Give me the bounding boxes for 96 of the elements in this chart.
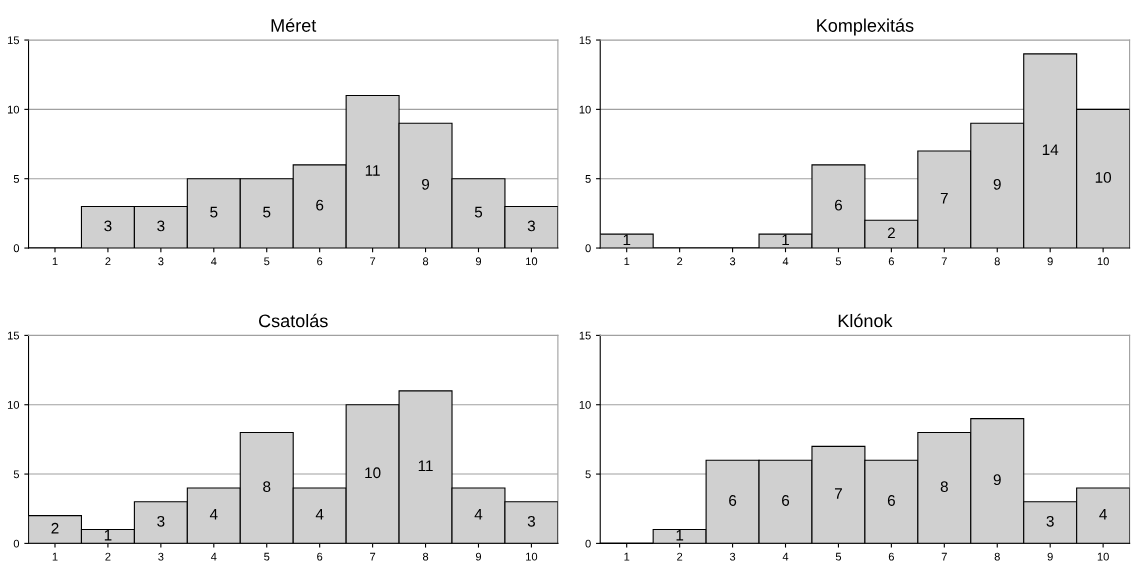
data-label: 3 (527, 515, 535, 527)
x-tick-label: 5 (264, 257, 270, 266)
x-tick-label: 7 (941, 552, 947, 561)
data-label: 8 (263, 481, 271, 493)
x-tick-label: 8 (994, 257, 1000, 266)
y-tick-label: 15 (579, 331, 591, 340)
x-tick-label: 3 (729, 552, 736, 561)
chart-title: Komplexitás (817, 18, 914, 36)
data-label: 6 (316, 199, 324, 211)
data-label: 4 (209, 509, 218, 520)
x-tick-label: 1 (52, 552, 58, 561)
data-label: 11 (418, 460, 433, 472)
data-label: 5 (263, 206, 271, 218)
y-tick-label: 0 (13, 539, 20, 548)
x-tick-label: 7 (941, 257, 947, 266)
x-tick-label: 6 (317, 552, 323, 561)
data-label: 3 (1046, 515, 1054, 527)
y-tick-label: 10 (579, 105, 591, 114)
data-label: 6 (729, 495, 737, 506)
x-tick-label: 8 (994, 552, 1000, 561)
data-label: 3 (527, 220, 535, 232)
y-tick-label: 5 (585, 470, 591, 479)
x-tick-label: 9 (475, 257, 482, 266)
y-tick-label: 0 (13, 244, 20, 253)
x-tick-label: 2 (105, 257, 111, 266)
data-label: 8 (940, 481, 948, 493)
x-tick-label: 8 (422, 552, 429, 561)
y-tick-label: 10 (7, 105, 20, 114)
data-label: 5 (474, 206, 483, 218)
x-tick-label: 6 (888, 552, 894, 561)
x-tick-label: 6 (888, 257, 894, 266)
data-label: 6 (834, 199, 843, 211)
data-label: 7 (940, 192, 948, 204)
x-tick-label: 5 (264, 552, 270, 561)
data-label: 3 (104, 220, 112, 232)
data-label: 7 (834, 488, 842, 499)
data-label: 1 (623, 234, 631, 246)
data-label: 1 (104, 529, 112, 541)
chart-title: Méret (271, 18, 317, 32)
x-tick-label: 2 (105, 552, 111, 561)
y-tick-label: 15 (7, 331, 20, 340)
x-tick-label: 4 (782, 257, 789, 266)
x-tick-label: 1 (624, 257, 630, 266)
x-tick-label: 2 (677, 552, 683, 561)
data-label: 2 (51, 522, 59, 534)
data-label: 9 (993, 474, 1001, 486)
chart-title: Csatolás (259, 313, 328, 328)
data-label: 3 (157, 220, 165, 232)
x-tick-label: 2 (677, 257, 683, 266)
x-tick-label: 10 (1097, 257, 1109, 266)
y-tick-label: 5 (13, 175, 20, 183)
data-label: 2 (887, 227, 895, 239)
x-tick-label: 7 (370, 257, 376, 266)
x-tick-label: 3 (158, 257, 164, 266)
x-tick-label: 3 (729, 257, 736, 266)
x-tick-label: 6 (317, 257, 323, 266)
x-tick-label: 7 (370, 552, 376, 561)
data-label: 9 (422, 178, 430, 190)
y-tick-label: 10 (7, 401, 20, 409)
data-label: 4 (1099, 509, 1107, 520)
y-tick-label: 15 (7, 36, 20, 45)
x-tick-label: 5 (835, 552, 842, 561)
y-tick-label: 0 (585, 244, 591, 253)
x-tick-label: 1 (624, 552, 630, 561)
data-label: 4 (315, 509, 324, 520)
y-tick-label: 15 (579, 36, 591, 45)
x-tick-label: 4 (210, 257, 217, 266)
x-tick-label: 10 (526, 552, 538, 561)
x-tick-label: 9 (475, 552, 482, 561)
y-tick-label: 10 (579, 401, 591, 409)
x-tick-label: 1 (52, 257, 58, 266)
x-tick-label: 10 (1097, 552, 1109, 561)
data-label: 6 (782, 495, 790, 506)
x-tick-label: 3 (158, 552, 164, 561)
data-label: 3 (157, 515, 165, 527)
x-tick-label: 4 (782, 552, 789, 561)
chart-title: Klónok (838, 313, 893, 328)
y-tick-label: 0 (585, 539, 591, 548)
y-tick-label: 5 (13, 470, 20, 479)
data-label: 1 (676, 529, 684, 541)
data-label: 14 (1042, 144, 1059, 155)
x-tick-label: 10 (526, 257, 538, 266)
data-label: 10 (365, 467, 381, 479)
x-tick-label: 9 (1047, 552, 1053, 561)
x-tick-label: 4 (210, 552, 217, 561)
data-label: 6 (887, 495, 895, 506)
y-tick-label: 5 (585, 175, 591, 183)
x-tick-label: 9 (1047, 257, 1053, 266)
data-label: 10 (1095, 171, 1112, 183)
data-label: 11 (365, 165, 380, 176)
x-tick-label: 8 (422, 257, 429, 266)
x-tick-label: 5 (835, 257, 842, 266)
data-label: 9 (993, 178, 1001, 190)
data-label: 1 (782, 234, 790, 246)
data-label: 4 (474, 509, 483, 520)
data-label: 5 (210, 206, 218, 218)
